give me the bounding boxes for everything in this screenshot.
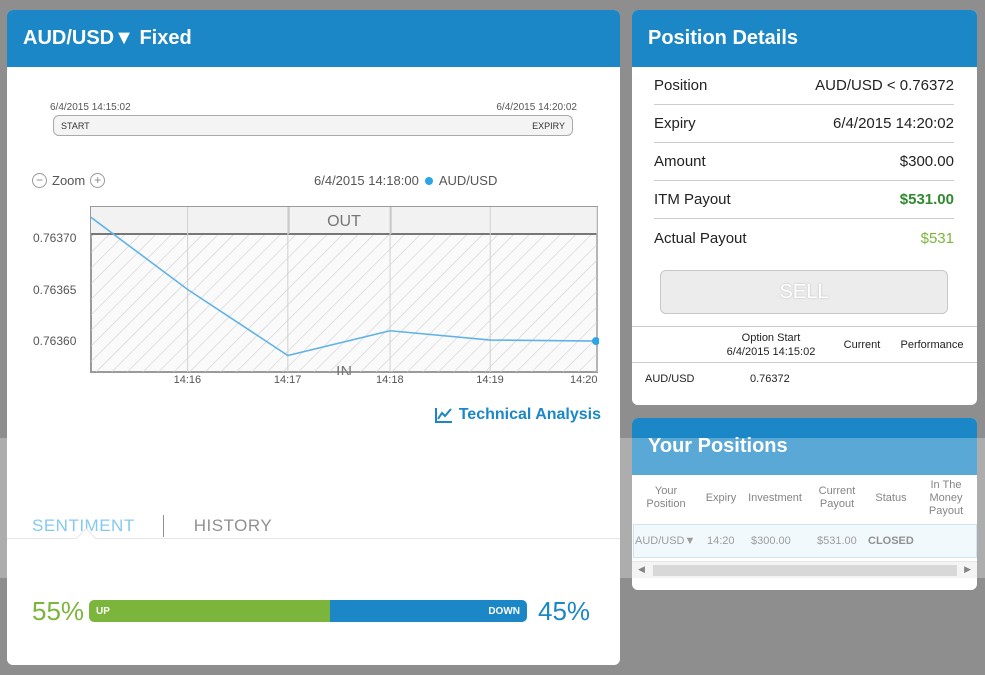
series-dot-icon <box>424 176 433 185</box>
x-tick-label: 14:19 <box>476 374 504 386</box>
x-tick-label: 14:20 <box>570 374 598 386</box>
y-tick-label: 0.76360 <box>33 334 77 349</box>
col-status: Status <box>875 492 907 504</box>
technical-analysis-label: Technical Analysis <box>458 406 601 423</box>
timeline-expiry-label: EXPIRY <box>532 120 565 131</box>
series-label: AUD/USD <box>438 173 498 188</box>
col-current-payout: Current Payout <box>818 485 856 510</box>
sentiment-up-fill: UP <box>89 600 330 622</box>
row-status: CLOSED <box>868 535 914 547</box>
in-zone-label: IN <box>336 364 352 375</box>
performance-header: Performance <box>900 339 964 351</box>
col-your-position: Your Position <box>646 485 686 510</box>
col-itm-payout: In The Money Payout <box>928 479 964 517</box>
your-positions-title: Your Positions <box>632 418 977 475</box>
detail-label: ITM Payout <box>654 191 731 208</box>
col-expiry: Expiry <box>705 492 737 504</box>
price-chart[interactable]: OUT IN <box>84 197 599 375</box>
position-details-panel: Position Details Position AUD/USD < 0.76… <box>632 10 977 405</box>
row-payout: $531.00 <box>817 535 857 547</box>
technical-analysis-link[interactable]: Technical Analysis <box>434 406 601 424</box>
chart-info: 6/4/2015 14:18:00 AUD/USD <box>314 173 497 188</box>
out-zone-label: OUT <box>327 213 361 230</box>
row-investment: $300.00 <box>751 535 791 547</box>
option-start-label: Option Start <box>741 332 801 344</box>
scrollbar-thumb[interactable] <box>653 565 957 576</box>
sentiment-row: 55% UP DOWN 45% <box>32 595 602 627</box>
tab-history[interactable]: HISTORY <box>193 516 273 535</box>
tab-underline <box>7 538 620 539</box>
timeline-start-date: 6/4/2015 14:15:02 <box>50 102 131 113</box>
x-tick-label: 14:16 <box>173 374 202 386</box>
positions-table-header: Your Position Expiry Investment Current … <box>632 475 977 523</box>
in-zone <box>91 234 597 372</box>
zoom-controls: − Zoom + <box>32 173 106 188</box>
scroll-left-icon[interactable]: ◀ <box>638 564 645 574</box>
detail-value: $531 <box>920 229 954 247</box>
detail-label: Actual Payout <box>654 229 747 247</box>
sell-button[interactable]: SELL <box>660 270 948 314</box>
row-asset: AUD/USD▼ <box>635 535 696 547</box>
scroll-right-icon[interactable]: ▶ <box>964 564 971 574</box>
detail-label: Position <box>654 77 708 94</box>
tab-divider <box>162 515 164 537</box>
option-rate: 0.76372 <box>750 373 790 385</box>
detail-label: Expiry <box>654 115 696 132</box>
current-header: Current <box>843 339 881 351</box>
detail-row-expiry: Expiry 6/4/2015 14:20:02 <box>654 105 954 143</box>
timeline-start-label: START <box>61 120 90 131</box>
detail-value: AUD/USD < 0.76372 <box>815 77 954 94</box>
detail-row-itm-payout: ITM Payout $531.00 <box>654 181 954 219</box>
position-details-title: Position Details <box>632 10 977 67</box>
horizontal-scrollbar[interactable]: ◀ ▶ <box>632 561 977 578</box>
sentiment-down-percent: 45% <box>538 595 591 626</box>
your-positions-panel: Your Positions Your Position Expiry Inve… <box>632 418 977 590</box>
sentiment-down-fill: DOWN <box>329 600 527 622</box>
x-tick-label: 14:17 <box>273 374 302 386</box>
chart-line-icon <box>434 408 452 423</box>
option-table-header: Option Start 6/4/2015 14:15:02 Current P… <box>632 326 977 363</box>
zoom-label: Zoom <box>52 173 86 188</box>
timeline-expiry-date: 6/4/2015 14:20:02 <box>496 102 577 113</box>
sentiment-bar: UP DOWN <box>89 600 527 622</box>
detail-row-position: Position AUD/USD < 0.76372 <box>654 67 954 105</box>
hover-time: 6/4/2015 14:18:00 <box>314 173 419 188</box>
position-details-list: Position AUD/USD < 0.76372 Expiry 6/4/20… <box>654 67 954 257</box>
detail-value: 6/4/2015 14:20:02 <box>833 115 954 132</box>
detail-row-amount: Amount $300.00 <box>654 143 954 181</box>
x-tick-label: 14:18 <box>376 374 404 386</box>
detail-value: $531.00 <box>899 191 954 208</box>
trade-panel-title[interactable]: AUD/USD▼ Fixed <box>7 10 620 67</box>
col-investment: Investment <box>748 492 802 504</box>
zoom-out-icon[interactable]: − <box>32 173 47 188</box>
detail-value: $300.00 <box>899 153 954 170</box>
detail-label: Amount <box>654 153 706 170</box>
trade-panel: AUD/USD▼ Fixed 6/4/2015 14:15:02 6/4/201… <box>7 10 620 665</box>
timeline-bar: START EXPIRY <box>53 115 573 136</box>
y-tick-label: 0.76365 <box>33 282 77 297</box>
tab-sentiment[interactable]: SENTIMENT <box>32 516 135 535</box>
detail-row-actual-payout: Actual Payout $531 <box>654 219 954 257</box>
row-expiry: 14:20 <box>707 535 735 547</box>
sentiment-up-percent: 55% <box>32 595 85 626</box>
option-asset: AUD/USD <box>645 373 695 385</box>
out-zone <box>91 207 597 234</box>
y-tick-label: 0.76370 <box>33 230 77 245</box>
zoom-in-icon[interactable]: + <box>90 173 106 188</box>
option-table-row: AUD/USD 0.76372 <box>632 363 977 397</box>
sentiment-tabs: SENTIMENT HISTORY <box>32 506 602 546</box>
table-row[interactable]: AUD/USD▼ 14:20 $300.00 $531.00 CLOSED <box>633 524 977 558</box>
timeline-dates: 6/4/2015 14:15:02 6/4/2015 14:20:02 <box>50 102 577 113</box>
series-endpoint <box>592 337 599 346</box>
series-line-audusd <box>90 216 598 357</box>
option-start-date: 6/4/2015 14:15:02 <box>726 346 816 358</box>
